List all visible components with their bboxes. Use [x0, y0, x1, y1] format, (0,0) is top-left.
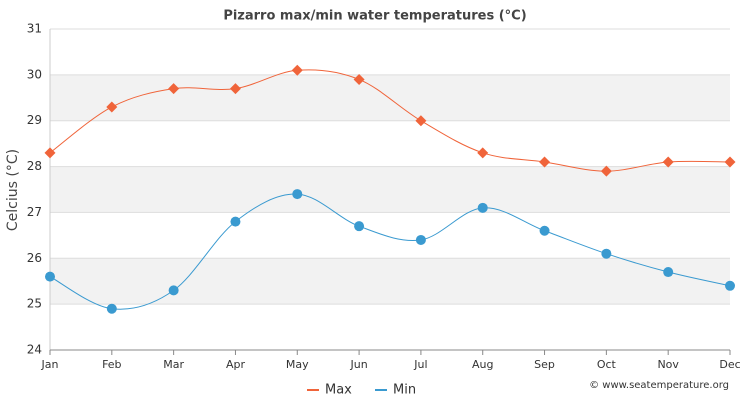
x-tick-label: Aug [472, 358, 493, 371]
y-tick-label: 25 [27, 297, 42, 311]
point [539, 156, 551, 168]
point [477, 147, 489, 159]
source-note: © www.seatemperature.org [589, 380, 729, 391]
point [106, 303, 117, 314]
y-tick-label: 31 [27, 22, 42, 36]
point [725, 280, 735, 291]
y-tick-label: 30 [27, 67, 42, 81]
x-tick-label: Apr [226, 358, 246, 371]
point [291, 64, 303, 76]
y-tick-label: 26 [27, 251, 42, 265]
x-tick-label: Oct [597, 358, 617, 371]
point [45, 271, 55, 282]
x-tick-label: Jul [413, 358, 427, 371]
y-tick-label: 27 [27, 205, 42, 219]
point [663, 267, 674, 278]
x-tick-label: May [286, 358, 309, 371]
plot [44, 64, 736, 314]
point [229, 83, 241, 95]
legend-label: Min [393, 383, 416, 398]
point [601, 248, 612, 259]
y-tick-label: 29 [27, 113, 42, 127]
legend-label: Max [325, 383, 352, 398]
grid-band [50, 74, 730, 121]
point [539, 225, 550, 236]
chart-title: Pizarro max/min water temperatures (°C) [223, 9, 526, 24]
point [662, 156, 674, 168]
point [230, 216, 241, 227]
x-tick-label: Feb [102, 358, 121, 371]
point [353, 73, 365, 85]
point [106, 101, 118, 113]
x-tick-label: Mar [163, 358, 184, 371]
y-tick-label: 24 [27, 343, 42, 357]
x-tick-label: Dec [719, 358, 740, 371]
point [415, 115, 427, 127]
point [724, 156, 736, 168]
point [600, 165, 612, 177]
point [477, 202, 488, 213]
grid-band [50, 258, 730, 305]
grid-band [50, 166, 730, 213]
x-tick-label: Jun [349, 358, 367, 371]
grid [49, 28, 731, 355]
y-axis-label: Celcius (°C) [5, 149, 21, 231]
bands [50, 74, 730, 305]
point [415, 234, 426, 245]
point [354, 221, 365, 232]
point [44, 147, 56, 159]
point [168, 83, 180, 95]
x-tick-label: Sep [534, 358, 555, 371]
y-tick-label: 28 [27, 159, 42, 173]
point [292, 189, 303, 200]
x-tick-label: Jan [41, 358, 59, 371]
point [168, 285, 179, 296]
x-tick-label: Nov [657, 358, 679, 371]
